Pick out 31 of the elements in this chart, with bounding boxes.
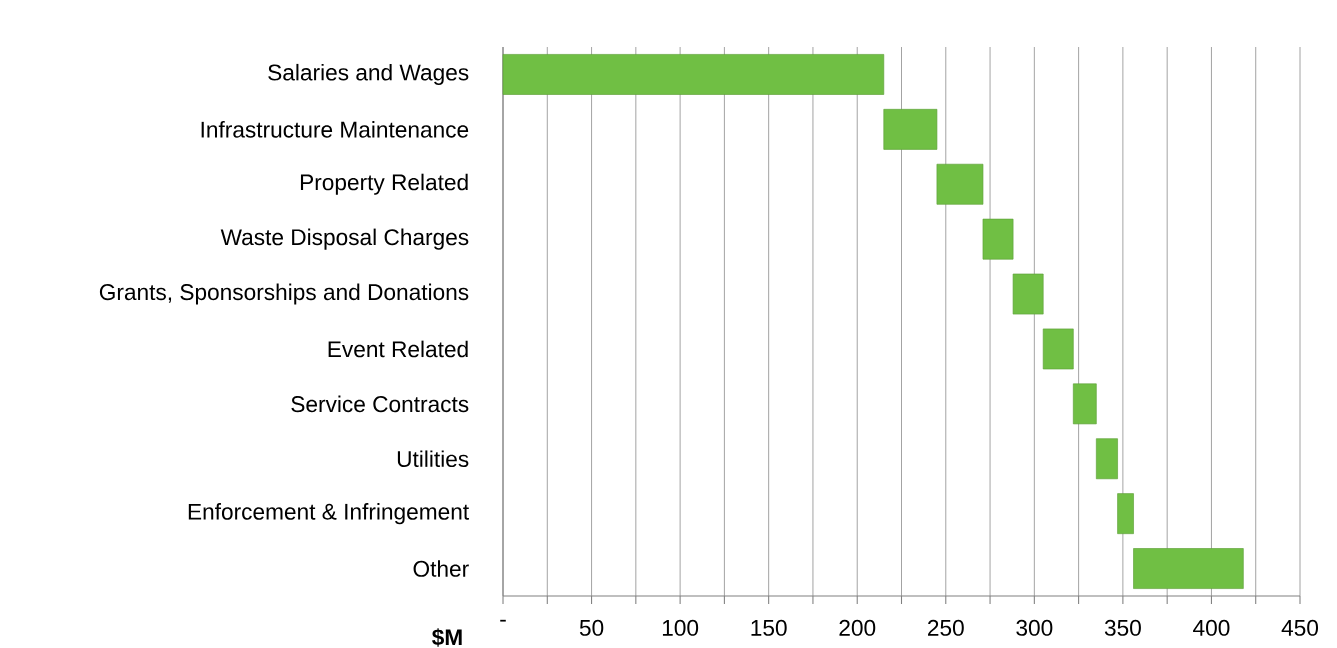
bar bbox=[1072, 383, 1097, 425]
bar bbox=[1095, 438, 1118, 480]
x-axis-title: $M bbox=[431, 628, 462, 647]
y-tick-label: Service Contracts bbox=[291, 395, 469, 413]
x-tick-label: - bbox=[500, 619, 506, 622]
x-tick-label: 350 bbox=[1104, 619, 1141, 636]
y-tick-label: Waste Disposal Charges bbox=[220, 228, 469, 250]
y-tick-label: Infrastructure Maintenance bbox=[201, 121, 469, 138]
bar bbox=[883, 108, 938, 150]
x-tick-label: 200 bbox=[839, 619, 876, 636]
y-tick-label: Enforcement & Infringement bbox=[188, 503, 469, 525]
x-tick-label: 300 bbox=[1016, 619, 1053, 636]
bar bbox=[1117, 493, 1134, 535]
y-tick-label: Property Related bbox=[300, 173, 468, 195]
y-tick-label: Utilities bbox=[397, 450, 469, 468]
x-tick-label: 50 bbox=[579, 619, 604, 636]
bar bbox=[1042, 328, 1074, 370]
x-tick-label: 250 bbox=[928, 619, 964, 636]
y-tick-label: Event Related bbox=[328, 340, 468, 358]
y-tick-label: Grants, Sponsorships and Donations bbox=[99, 283, 469, 305]
bar bbox=[1133, 548, 1244, 589]
x-tick-label: 450 bbox=[1281, 619, 1319, 636]
x-tick-label: 100 bbox=[662, 619, 699, 636]
bar bbox=[936, 163, 984, 205]
x-tick-label: 150 bbox=[751, 619, 787, 636]
bar bbox=[502, 54, 885, 95]
y-tick-label: Salaries and Wages bbox=[268, 63, 469, 86]
x-tick-label: 400 bbox=[1193, 619, 1230, 636]
bar bbox=[982, 218, 1014, 260]
y-tick-label: Other bbox=[413, 560, 469, 577]
bar bbox=[1012, 273, 1044, 315]
